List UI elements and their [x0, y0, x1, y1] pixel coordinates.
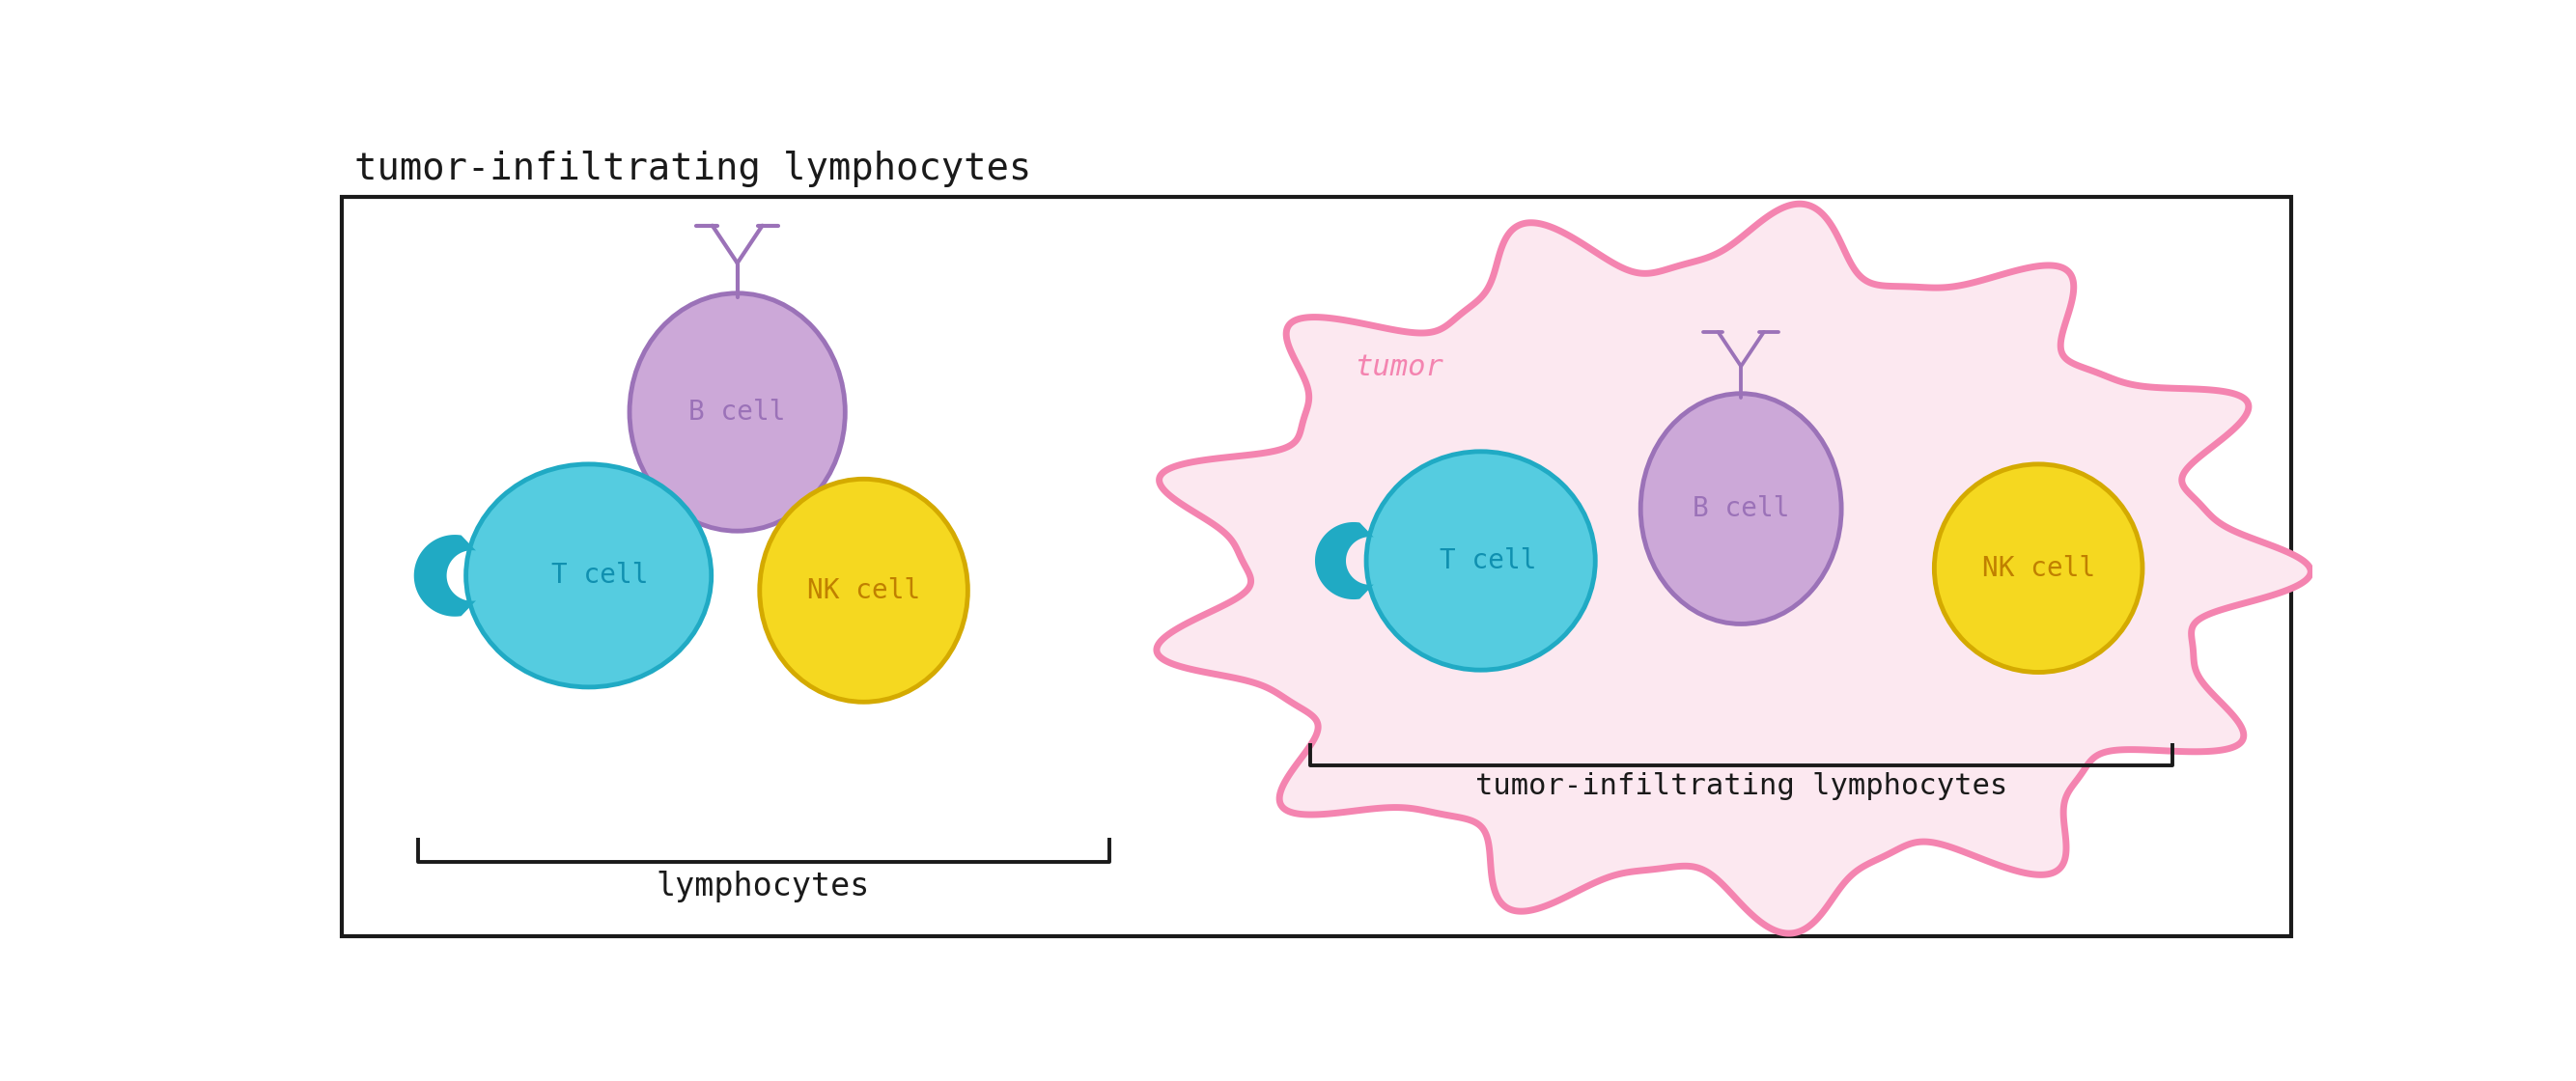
Ellipse shape: [629, 293, 845, 531]
Text: tumor-infiltrating lymphocytes: tumor-infiltrating lymphocytes: [1476, 773, 2007, 801]
Circle shape: [1935, 464, 2143, 672]
Text: tumor-infiltrating lymphocytes: tumor-infiltrating lymphocytes: [355, 150, 1030, 187]
Ellipse shape: [760, 479, 969, 702]
Text: NK cell: NK cell: [1981, 555, 2094, 582]
Text: lymphocytes: lymphocytes: [657, 870, 871, 903]
Text: T cell: T cell: [551, 562, 649, 589]
Ellipse shape: [1365, 452, 1595, 670]
Polygon shape: [1314, 522, 1373, 599]
Ellipse shape: [1641, 393, 1842, 624]
Text: tumor: tumor: [1355, 353, 1443, 382]
Polygon shape: [1157, 204, 2311, 933]
Ellipse shape: [466, 464, 711, 688]
Text: B cell: B cell: [688, 399, 786, 426]
Text: NK cell: NK cell: [806, 577, 920, 604]
Text: B cell: B cell: [1692, 495, 1790, 522]
Polygon shape: [415, 535, 477, 616]
Text: T cell: T cell: [1440, 547, 1538, 574]
